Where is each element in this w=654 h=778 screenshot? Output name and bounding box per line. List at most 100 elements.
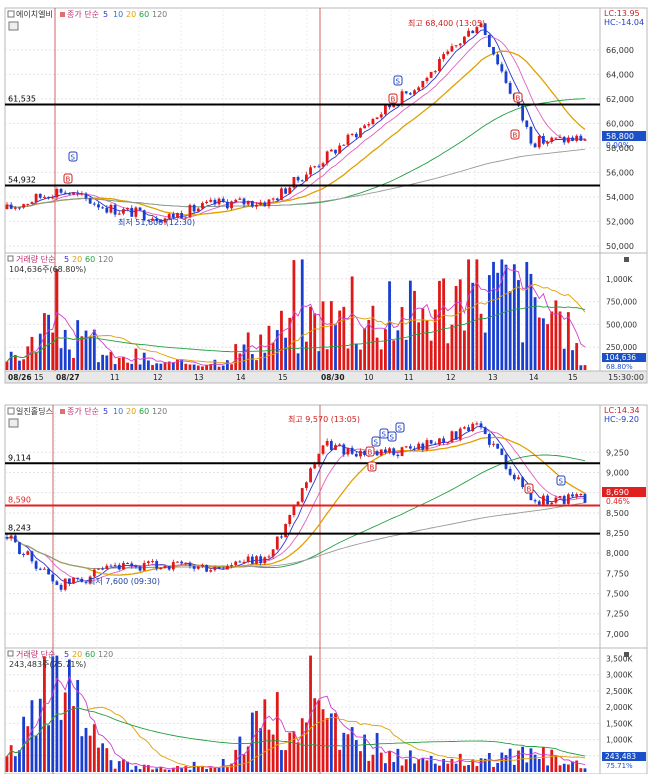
price-tick-label: 52,000 — [606, 217, 634, 226]
candle-body — [400, 447, 404, 457]
volume-bar — [97, 362, 100, 370]
volume-bar — [512, 264, 516, 370]
candle-body — [329, 149, 333, 152]
candle-body — [558, 495, 562, 498]
volume-bar — [92, 329, 96, 370]
volume-bar — [413, 763, 416, 772]
volume-bar — [26, 726, 30, 772]
top-legend-ma20: 20 — [126, 10, 136, 19]
candle-body — [201, 565, 204, 567]
price-tick-label: 64,000 — [606, 70, 634, 79]
volume-bar — [566, 312, 570, 370]
candle-body — [296, 177, 300, 181]
volume-bar — [105, 355, 109, 370]
sell-signal-marker — [371, 436, 381, 447]
bottom-legend-ma60: 60 — [139, 407, 149, 416]
top-price-panel — [4, 7, 601, 254]
time-axis-label: 12 — [153, 373, 163, 382]
volume-bar — [438, 765, 441, 772]
moving-average-line — [6, 502, 586, 569]
volume-bar — [329, 713, 333, 772]
candle-body — [88, 576, 92, 583]
bottom-vol-legend-box-icon[interactable] — [7, 650, 14, 657]
top-time-labels: 08/26 15 08/27 11 12 13 14 15 08/30 10 11 12 13 14 15 — [8, 373, 578, 382]
volume-bar — [267, 325, 271, 370]
volume-bar — [88, 735, 92, 772]
candle-body — [263, 557, 267, 564]
candle-body — [259, 202, 263, 205]
sell-signal-marker — [387, 431, 397, 442]
candle-body — [126, 562, 129, 564]
time-axis-label: 14 — [529, 373, 539, 382]
volume-bar — [113, 364, 117, 370]
candle-body — [471, 423, 475, 431]
volume-bar — [425, 760, 429, 772]
candle-body — [76, 577, 80, 579]
candle-body — [67, 578, 71, 584]
top-min-annotation: 최저 51,600 (12:30) — [118, 217, 195, 227]
volume-bar — [533, 297, 537, 370]
top-zoom-button[interactable] — [8, 21, 19, 31]
volume-bar — [126, 761, 129, 772]
buy-signal-marker — [388, 93, 398, 104]
price-tick-label: 8,500 — [606, 509, 629, 518]
volume-bar — [512, 764, 516, 772]
candle-body — [487, 434, 491, 445]
top-vol-legend-ma60: 60 — [85, 255, 95, 264]
volume-bar — [155, 363, 159, 370]
top-max-annotation: 최고 68,400 (13:05) — [408, 18, 485, 28]
volume-bar — [346, 348, 350, 370]
time-axis-label: 12 — [446, 373, 456, 382]
top-legend-label: 종가 단순 — [67, 9, 99, 19]
candle-body — [109, 204, 113, 213]
top-vol-legend-box-icon[interactable] — [7, 255, 14, 262]
candle-body — [475, 27, 479, 34]
volume-bar — [9, 351, 13, 370]
candle-body — [134, 207, 138, 217]
volume-bar — [508, 291, 512, 370]
candle-body — [471, 30, 475, 34]
volume-bar — [259, 334, 263, 370]
volume-bar — [392, 762, 396, 772]
volume-bar — [321, 301, 325, 370]
candle-body — [92, 569, 96, 577]
volume-tick-label: 1,000K — [606, 736, 633, 745]
price-tick-label: 60,000 — [606, 119, 634, 128]
bottom-vol-pct: 75.71% — [606, 762, 633, 770]
candle-body — [496, 54, 500, 65]
candle-body — [512, 474, 516, 480]
volume-bar — [242, 344, 246, 370]
signal-marker-letter: S — [382, 431, 387, 439]
candle-body — [417, 443, 421, 450]
bottom-vol-corner-icon[interactable] — [624, 652, 629, 657]
bottom-legend-box-icon[interactable] — [7, 407, 15, 415]
bottom-vol-legend-ma20: 20 — [72, 650, 82, 659]
candle-body — [309, 468, 312, 483]
top-vol-pct: 68.80% — [606, 363, 633, 371]
volume-bar — [122, 759, 125, 772]
candle-body — [542, 495, 545, 505]
top-vol-corner-icon[interactable] — [624, 257, 629, 262]
candle-body — [55, 188, 59, 198]
signal-marker-letter: S — [559, 478, 564, 486]
top-legend-box-icon[interactable] — [7, 10, 15, 18]
top-vol-current-badge — [602, 353, 646, 362]
volume-bar — [188, 364, 192, 370]
volume-bar — [72, 706, 75, 772]
time-axis-label: 15 — [278, 373, 288, 382]
candle-body — [292, 505, 296, 515]
volume-bar — [429, 755, 433, 772]
signal-marker-letter: S — [374, 439, 379, 447]
volume-bar — [558, 311, 562, 370]
candle-body — [492, 46, 495, 55]
bottom-current-price-badge — [602, 487, 646, 497]
volume-bar — [342, 306, 346, 370]
candle-body — [325, 151, 329, 164]
volume-bar — [379, 752, 383, 772]
signal-marker-letter: B — [516, 95, 521, 103]
volume-bar — [404, 339, 408, 370]
candle-body — [26, 203, 30, 205]
time-axis-label: 08/26 — [8, 373, 32, 382]
volume-bar — [22, 359, 26, 370]
bottom-zoom-button[interactable] — [8, 418, 19, 428]
